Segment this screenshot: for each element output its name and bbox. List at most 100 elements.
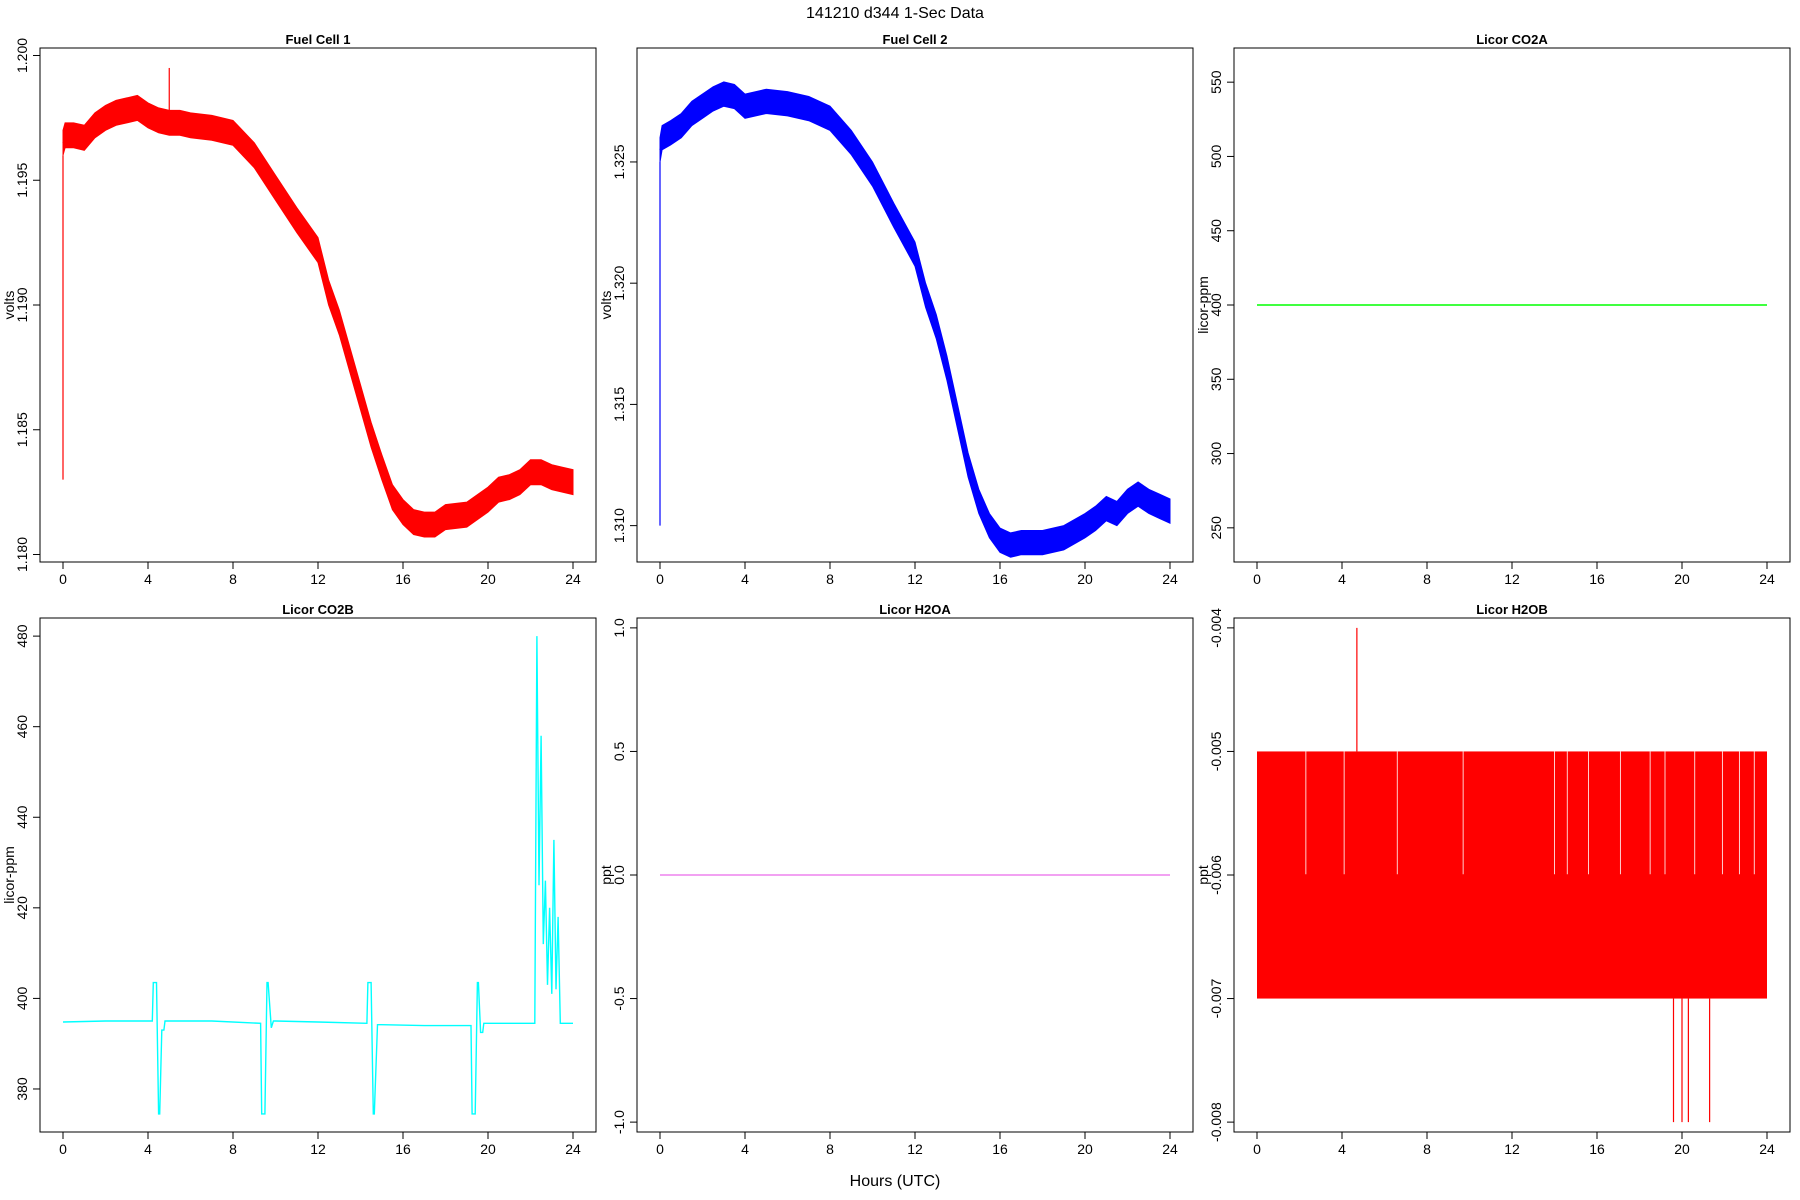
- x-tick-label: 0: [656, 571, 664, 587]
- y-tick-label: 1.315: [611, 387, 627, 422]
- panel-title: Fuel Cell 2: [882, 32, 947, 47]
- series-line: [62, 636, 573, 1115]
- y-axis-label: ppt: [598, 865, 614, 885]
- y-tick-label: 350: [1208, 367, 1224, 391]
- plot-area: [1257, 627, 1767, 1123]
- x-tick-label: 24: [1759, 571, 1775, 587]
- x-tick-label: 16: [395, 1141, 411, 1157]
- y-tick-label: 480: [14, 624, 30, 648]
- chart-panel-3: Licor CO2A licor-ppm 0 4 8 12 16 20 24 250 300 350 4…: [1195, 32, 1791, 587]
- x-tick-label: 16: [395, 571, 411, 587]
- plot-area: [659, 81, 1171, 558]
- y-tick-label: -0.005: [1208, 731, 1224, 771]
- y-tick-label: 1.200: [14, 38, 30, 73]
- x-tick-label: 12: [907, 571, 923, 587]
- x-tick-label: 20: [1077, 1141, 1093, 1157]
- figure-title: 141210 d344 1-Sec Data: [806, 5, 984, 22]
- y-tick-label: 1.185: [14, 412, 30, 447]
- y-tick-label: 300: [1208, 442, 1224, 466]
- x-tick-label: 20: [1674, 1141, 1690, 1157]
- x-tick-label: 0: [1253, 571, 1261, 587]
- panel-title: Licor CO2B: [282, 602, 354, 617]
- x-tick-label: 4: [1338, 571, 1346, 587]
- x-tick-label: 12: [310, 571, 326, 587]
- panel-title: Licor H2OB: [1476, 602, 1548, 617]
- y-tick-label: 1.195: [14, 163, 30, 198]
- x-tick-label: 12: [907, 1141, 923, 1157]
- y-tick-label: 1.190: [14, 287, 30, 322]
- y-tick-label: 1.0: [611, 618, 627, 638]
- y-tick-label: 0.5: [611, 742, 627, 762]
- y-tick-label: 420: [14, 896, 30, 920]
- plot-frame: [636, 47, 1194, 563]
- x-tick-label: 12: [310, 1141, 326, 1157]
- y-tick-label: -0.006: [1208, 855, 1224, 895]
- x-tick-label: 4: [144, 571, 152, 587]
- y-tick-label: 250: [1208, 516, 1224, 540]
- series-line: [659, 93, 1171, 546]
- panel-title: Licor CO2A: [1476, 32, 1548, 47]
- x-tick-label: 20: [1674, 571, 1690, 587]
- series-band-2: [1257, 875, 1767, 999]
- x-tick-label: 12: [1504, 1141, 1520, 1157]
- chart-panels: Fuel Cell 1 volts 0 4 8 12 16 20 24 1.180 1.185 1.1…: [1, 32, 1791, 1157]
- y-tick-label: 500: [1208, 145, 1224, 169]
- y-tick-label: 440: [14, 805, 30, 829]
- x-tick-label: 24: [1759, 1141, 1775, 1157]
- chart-panel-4: Licor CO2B licor-ppm 0 4 8 12 16 20 24 380 400 420 4…: [1, 602, 597, 1157]
- y-axis-label: ppt: [1195, 865, 1211, 885]
- chart-panel-2: Fuel Cell 2 volts 0 4 8 12 16 20 24 1.310 1.315 1.3…: [598, 32, 1194, 587]
- x-tick-label: 8: [229, 1141, 237, 1157]
- y-tick-label: 450: [1208, 219, 1224, 243]
- y-tick-label: -0.007: [1208, 978, 1224, 1018]
- x-tick-label: 8: [1423, 571, 1431, 587]
- y-tick-label: 1.320: [611, 265, 627, 300]
- x-tick-label: 0: [59, 1141, 67, 1157]
- x-tick-label: 8: [826, 1141, 834, 1157]
- y-axis-label: volts: [598, 291, 614, 320]
- panel-title: Licor H2OA: [879, 602, 951, 617]
- y-axis-label: volts: [1, 291, 17, 320]
- panel-title: Fuel Cell 1: [285, 32, 350, 47]
- plot-area: [62, 67, 574, 538]
- y-axis-label: licor-ppm: [1, 846, 17, 904]
- chart-panel-5: Licor H2OA ppt 0 4 8 12 16 20 24 -1.0 -0.5 0.0 0.5 1.…: [598, 602, 1194, 1157]
- y-tick-label: -0.004: [1208, 608, 1224, 648]
- series-line: [62, 107, 574, 526]
- y-tick-label: 380: [14, 1077, 30, 1101]
- y-tick-label: 550: [1208, 70, 1224, 94]
- series-band-1: [1257, 751, 1767, 875]
- y-tick-label: 460: [14, 715, 30, 739]
- chart-panel-6: Licor H2OB ppt 0 4 8 12 16 20 24 -0.008 -0.007 -0.0…: [1195, 602, 1791, 1157]
- x-tick-label: 24: [1162, 571, 1178, 587]
- x-tick-label: 16: [1589, 571, 1605, 587]
- x-tick-label: 4: [741, 571, 749, 587]
- y-tick-label: 400: [14, 987, 30, 1011]
- x-tick-label: 0: [656, 1141, 664, 1157]
- y-tick-label: -1.0: [611, 1110, 627, 1134]
- x-tick-label: 20: [480, 1141, 496, 1157]
- figure-xlabel: Hours (UTC): [850, 1173, 941, 1190]
- x-tick-label: 24: [565, 571, 581, 587]
- y-axis-label: licor-ppm: [1195, 276, 1211, 334]
- x-tick-label: 16: [992, 571, 1008, 587]
- plot-frame: [39, 617, 597, 1133]
- x-tick-label: 16: [992, 1141, 1008, 1157]
- y-tick-label: 1.180: [14, 537, 30, 572]
- y-tick-label: -0.5: [611, 986, 627, 1010]
- x-tick-label: 4: [1338, 1141, 1346, 1157]
- chart-panel-1: Fuel Cell 1 volts 0 4 8 12 16 20 24 1.180 1.185 1.1…: [1, 32, 597, 587]
- x-tick-label: 20: [1077, 571, 1093, 587]
- series-noise-band: [659, 81, 1171, 558]
- x-tick-label: 8: [826, 571, 834, 587]
- x-tick-label: 4: [144, 1141, 152, 1157]
- y-tick-label: 1.310: [611, 508, 627, 543]
- y-tick-label: 1.325: [611, 144, 627, 179]
- series-noise-band: [62, 94, 574, 538]
- plot-area: [62, 636, 573, 1115]
- x-tick-label: 4: [741, 1141, 749, 1157]
- x-tick-label: 12: [1504, 571, 1520, 587]
- x-tick-label: 16: [1589, 1141, 1605, 1157]
- x-tick-label: 0: [59, 571, 67, 587]
